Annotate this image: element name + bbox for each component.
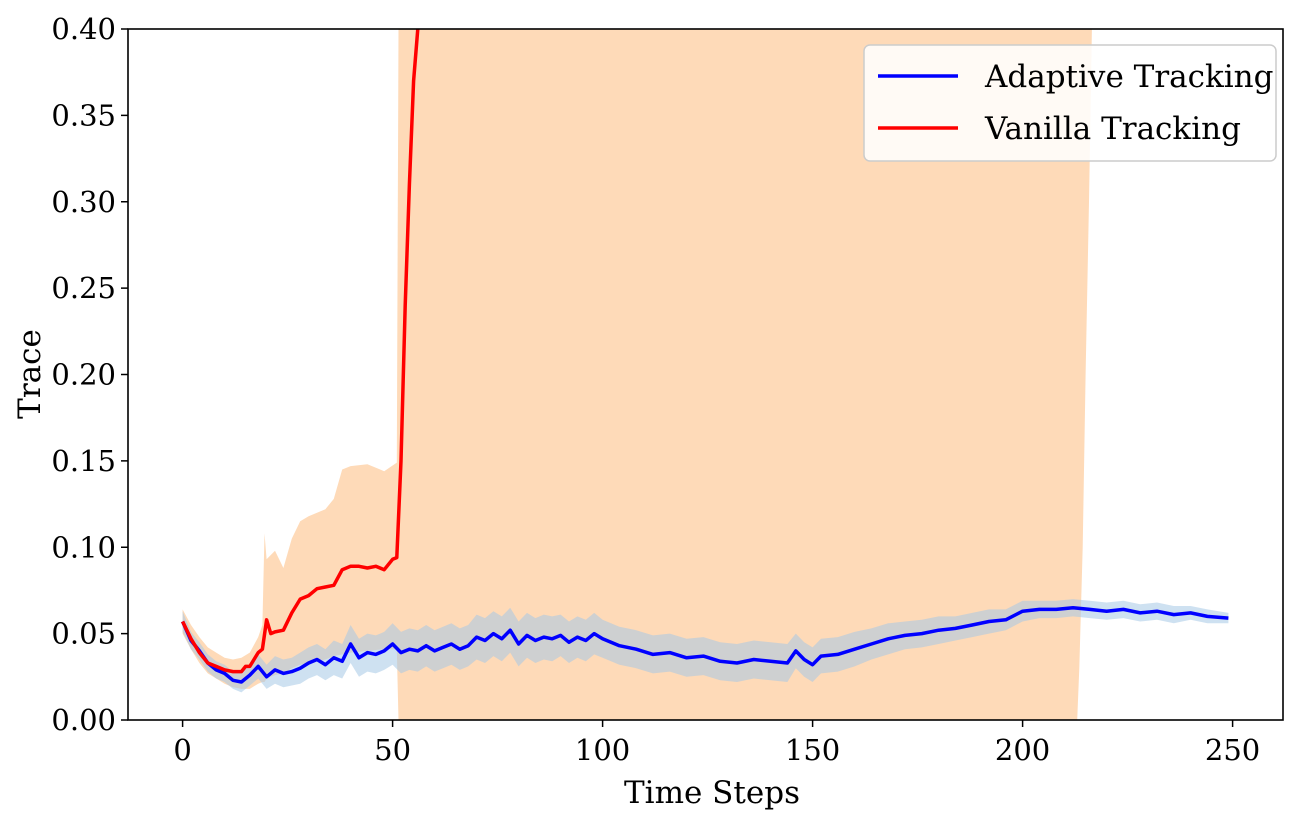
x-tick-label: 50 xyxy=(374,733,411,767)
y-tick-label: 0.10 xyxy=(51,530,116,564)
adaptive-tracking-line xyxy=(180,605,1229,684)
y-tick-label: 0.00 xyxy=(51,703,116,737)
vanilla-tracking-line xyxy=(181,29,420,674)
x-axis-label: Time Steps xyxy=(624,775,800,811)
y-tick-label: 0.30 xyxy=(51,185,116,219)
adaptive-tracking-band xyxy=(182,599,1229,693)
y-tick-label: 0.15 xyxy=(51,444,116,478)
y-tick-label: 0.35 xyxy=(51,98,116,132)
y-tick-label: 0.20 xyxy=(51,358,116,392)
legend-label-vanilla: Vanilla Tracking xyxy=(984,111,1241,147)
y-axis: 0.00 0.05 0.10 0.15 0.20 0.25 0.30 0.35 0.40 xyxy=(51,12,128,737)
x-axis: 0 50 100 150 200 250 xyxy=(173,720,1260,767)
x-tick-label: 250 xyxy=(1205,733,1260,767)
y-tick-label: 0.40 xyxy=(51,12,116,46)
x-tick-label: 0 xyxy=(173,733,191,767)
y-tick-label: 0.25 xyxy=(51,271,116,305)
y-tick-label: 0.05 xyxy=(51,617,116,651)
x-tick-label: 200 xyxy=(995,733,1050,767)
legend-label-adaptive: Adaptive Tracking xyxy=(984,59,1274,95)
y-axis-label: Trace xyxy=(12,329,48,419)
x-tick-label: 100 xyxy=(575,733,630,767)
legend-frame xyxy=(863,44,1277,162)
legend: Adaptive Tracking Vanilla Tracking xyxy=(863,44,1277,162)
x-tick-label: 150 xyxy=(785,733,840,767)
